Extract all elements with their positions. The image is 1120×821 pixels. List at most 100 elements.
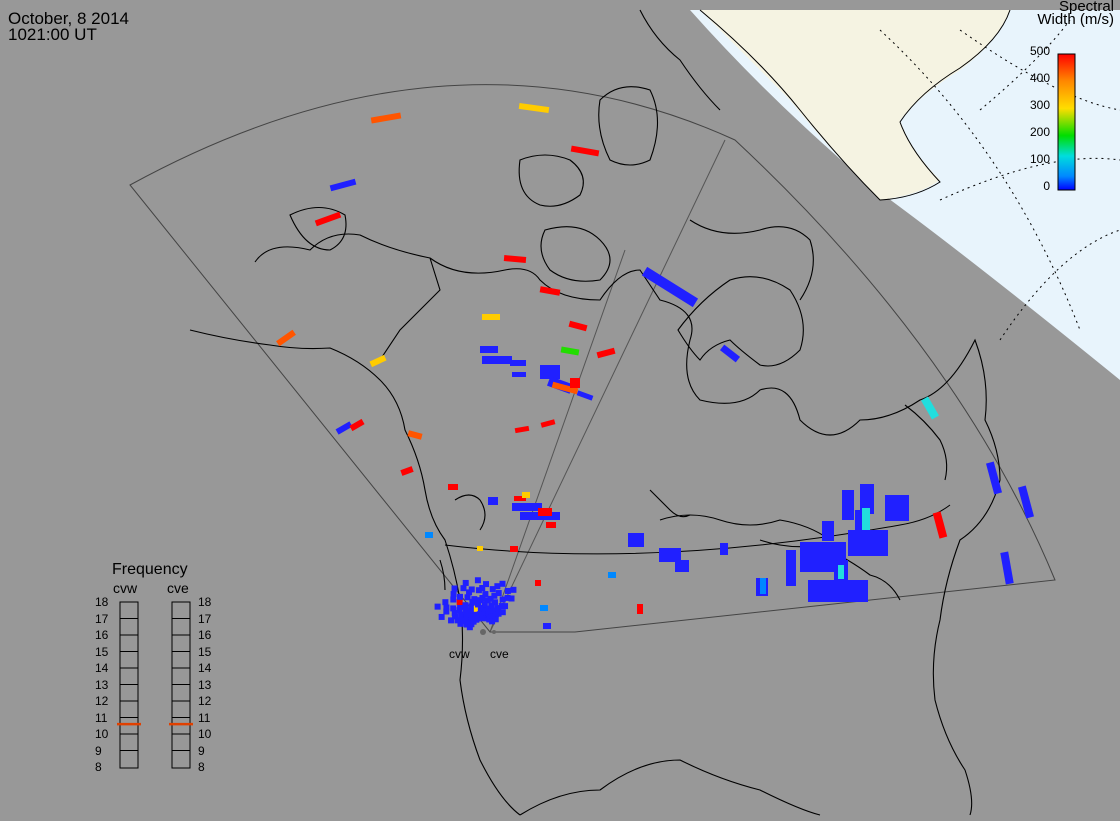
radar-site-label-cvw: cvw [449, 647, 470, 661]
radar-field-of-view [129, 84, 1056, 633]
backscatter-cell [481, 601, 488, 608]
backscatter-cell [510, 360, 526, 366]
colorbar-title-line2: Width (m/s) [1037, 11, 1114, 28]
backscatter-cell [464, 594, 471, 601]
backscatter-cell [540, 365, 560, 379]
backscatter-cell [551, 381, 579, 395]
backscatter-cell [434, 603, 441, 610]
backscatter-cell [471, 596, 478, 603]
backscatter-cell [518, 102, 550, 114]
backscatter-cell [480, 346, 498, 353]
backscatter-cell [475, 587, 482, 594]
backscatter-cell [479, 585, 486, 592]
frequency-tick-left-12: 12 [95, 694, 109, 708]
backscatter-cell [596, 347, 616, 359]
frequency-tick-left-15: 15 [95, 644, 109, 659]
backscatter-cell [463, 621, 470, 628]
frequency-radar-label-cve: cve [167, 580, 189, 596]
backscatter-cell [560, 346, 580, 356]
backscatter-cell [460, 585, 467, 592]
backscatter-cell [494, 605, 501, 612]
backscatter-cell [539, 286, 561, 296]
backscatter-cell [822, 521, 834, 541]
backscatter-cell [452, 613, 459, 620]
backscatter-cell [473, 616, 480, 623]
backscatter-cell [637, 604, 643, 614]
backscatter-cell [608, 572, 616, 578]
time-label: 1021:00 UT [8, 25, 97, 44]
frequency-tick-right-14: 14 [198, 661, 212, 675]
backscatter-cell [407, 430, 423, 440]
backscatter-cell [476, 611, 483, 618]
backscatter-cell [483, 581, 490, 588]
backscatter-cell [475, 601, 482, 608]
backscatter-cell [468, 586, 475, 593]
backscatter-cell [514, 496, 526, 501]
frequency-tick-right-16: 16 [198, 628, 212, 642]
backscatter-cell [576, 390, 594, 401]
backscatter-cell [479, 595, 486, 602]
backscatter-cell [462, 579, 469, 586]
backscatter-cell [495, 610, 502, 617]
backscatter-cell [885, 495, 909, 521]
backscatter-cell [482, 356, 512, 364]
backscatter-cell [425, 532, 433, 538]
backscatter-cell [465, 617, 472, 624]
backscatter-cell [458, 611, 465, 618]
frequency-tick-right-15: 15 [198, 644, 212, 659]
backscatter-cell [641, 266, 699, 308]
backscatter-cell [499, 580, 506, 587]
frequency-tick-right-18: 18 [198, 595, 212, 609]
backscatter-cell [456, 607, 463, 614]
colorbar-tick-0: 0 [1043, 179, 1050, 193]
radar-site-marker-cve [492, 630, 496, 634]
frequency-tick-left-17: 17 [95, 611, 109, 626]
backscatter-cell [479, 605, 486, 612]
frequency-tick-left-13: 13 [95, 677, 109, 692]
backscatter-cell [485, 605, 492, 612]
backscatter-cell [570, 378, 580, 388]
backscatter-cell [443, 604, 450, 611]
backscatter-cell [481, 611, 488, 618]
frequency-tick-right-12: 12 [198, 694, 212, 708]
backscatter-cell [477, 546, 483, 551]
backscatter-cell [489, 586, 496, 593]
backscatter-cell [543, 623, 551, 629]
backscatter-cell [512, 372, 526, 377]
backscatter-cell [443, 608, 450, 615]
backscatter-cell [457, 603, 464, 610]
backscatter-cell [491, 592, 498, 599]
backscatter-cell [842, 490, 854, 520]
frequency-tick-left-16: 16 [95, 628, 109, 642]
backscatter-cell [498, 603, 505, 610]
backscatter-cell [568, 320, 588, 332]
backscatter-cell [512, 503, 542, 511]
backscatter-cell [400, 466, 414, 476]
frequency-title: Frequency [112, 561, 188, 578]
backscatter-cell [482, 314, 500, 320]
frequency-tick-right-8: 8 [198, 760, 205, 774]
backscatter-cell [719, 344, 741, 363]
backscatter-cell [502, 603, 509, 610]
frequency-tick-left-14: 14 [95, 661, 109, 675]
frequency-tick-left-8: 8 [95, 760, 102, 774]
latitude-line [444, 504, 951, 555]
backscatter-cell [1000, 551, 1014, 585]
backscatter-cell [473, 605, 480, 612]
backscatter-cell [448, 617, 455, 624]
backscatter-cell [349, 418, 365, 432]
backscatter-cell [499, 609, 506, 616]
backscatter-cell [489, 613, 496, 620]
backscatter-cell [442, 599, 449, 606]
backscatter-cell [463, 611, 470, 618]
frequency-tick-right-9: 9 [198, 743, 205, 758]
frequency-scale-cve [171, 601, 191, 769]
backscatter-cell [451, 610, 458, 617]
backscatter-cell [488, 602, 495, 609]
backscatter-cell [510, 586, 517, 593]
backscatter-cell [760, 578, 766, 594]
colorbar [1057, 53, 1076, 191]
backscatter-cell [504, 587, 511, 594]
backscatter-cell [448, 484, 458, 490]
